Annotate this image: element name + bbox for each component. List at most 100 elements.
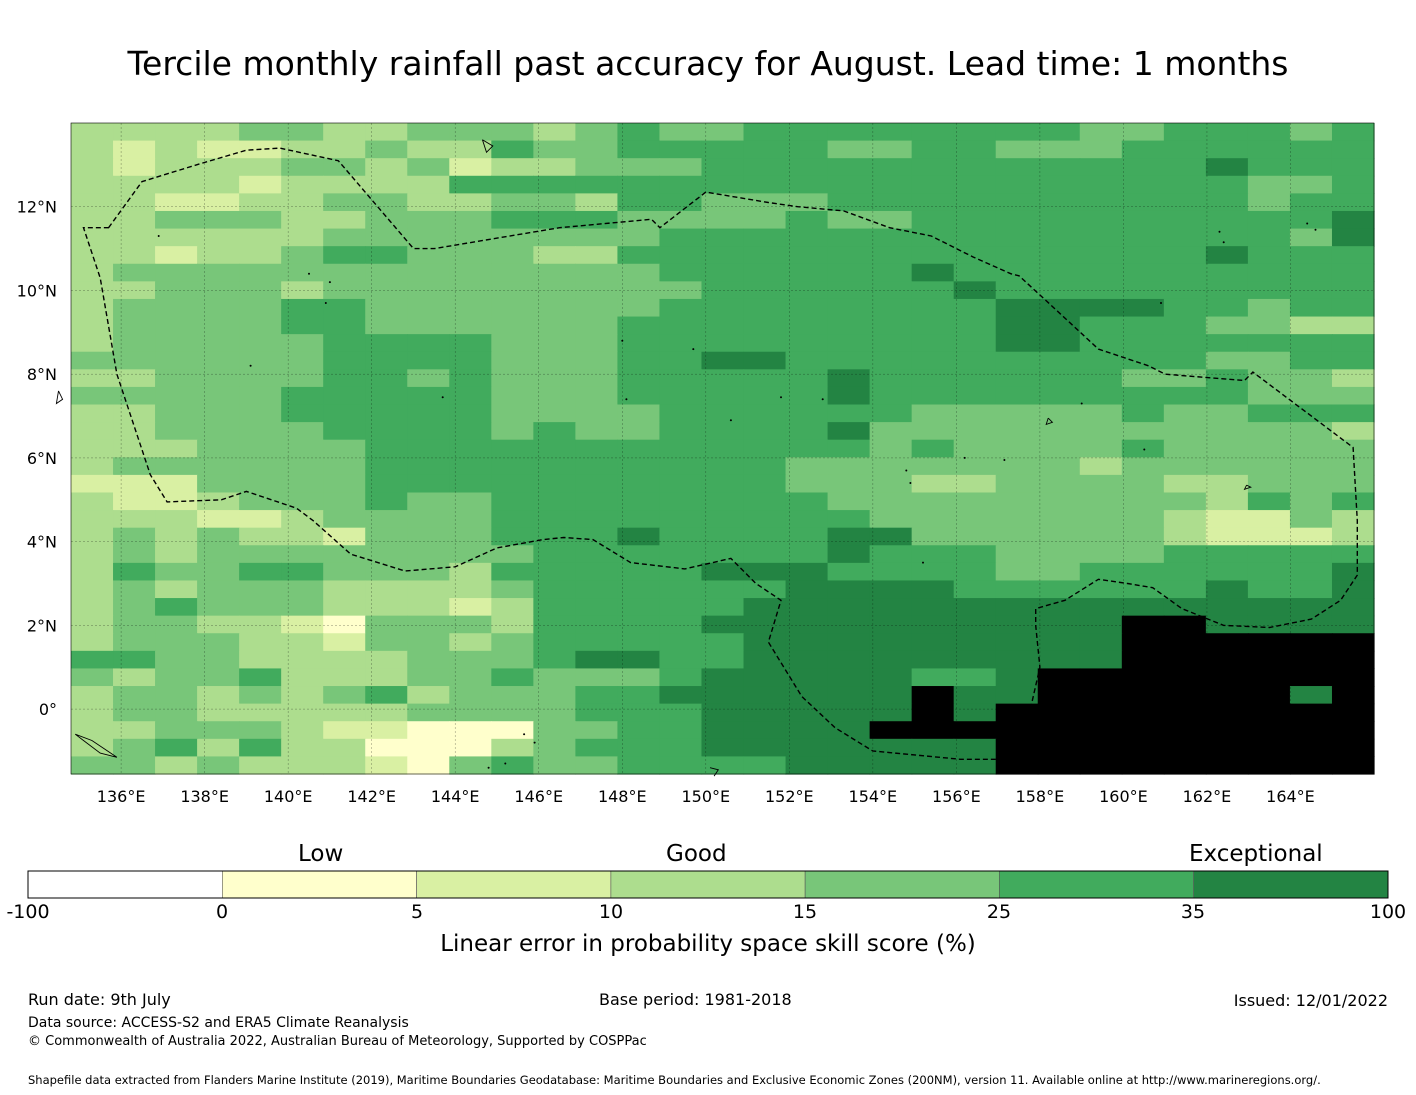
heatmap-cell xyxy=(449,633,492,652)
heatmap-cell xyxy=(407,650,450,670)
heatmap-cell xyxy=(1121,193,1165,212)
heatmap-cell xyxy=(1163,721,1207,740)
heatmap-cell xyxy=(869,510,913,529)
heatmap-cell xyxy=(407,246,450,265)
heatmap-cell xyxy=(491,351,534,370)
colorbar-segment xyxy=(1193,870,1389,899)
heatmap-cell xyxy=(491,738,534,757)
heatmap-cell xyxy=(1121,615,1165,634)
heatmap-cell xyxy=(407,580,450,599)
heatmap-cell xyxy=(1247,598,1291,617)
heatmap-cell xyxy=(1331,351,1375,370)
heatmap-cell xyxy=(449,527,492,546)
heatmap-cell xyxy=(491,615,534,634)
heatmap-cell xyxy=(491,492,534,511)
heatmap-cell xyxy=(1331,650,1375,670)
heatmap-cell xyxy=(113,633,156,652)
heatmap-cell xyxy=(1205,316,1249,335)
heatmap-cell xyxy=(743,439,787,458)
heatmap-cell xyxy=(449,123,492,142)
heatmap-cell xyxy=(575,422,619,441)
heatmap-cell xyxy=(449,668,492,687)
heatmap-cell xyxy=(449,404,492,423)
heatmap-cell xyxy=(827,721,871,740)
heatmap-cell xyxy=(323,281,366,300)
heatmap-cell xyxy=(323,615,366,634)
heatmap-cell xyxy=(953,210,997,230)
heatmap-cell xyxy=(71,158,114,177)
colorbar-category-low: Low xyxy=(298,841,344,867)
heatmap-cell xyxy=(575,246,619,265)
heatmap-cell xyxy=(197,158,240,177)
heatmap-cell xyxy=(869,598,913,617)
heatmap-cell xyxy=(1289,246,1333,265)
heatmap-cell xyxy=(1121,298,1165,318)
heatmap-cell xyxy=(1079,738,1123,757)
colorbar-segment xyxy=(804,870,1000,899)
heatmap-cell xyxy=(71,369,114,388)
heatmap-cell xyxy=(533,193,576,212)
heatmap-cell xyxy=(533,281,576,300)
heatmap-cell xyxy=(1289,703,1333,722)
heatmap-cell xyxy=(869,193,913,212)
heatmap-cell xyxy=(71,756,114,775)
heatmap-cell xyxy=(197,721,240,740)
heatmap-cell xyxy=(323,404,366,423)
heatmap-cell xyxy=(1037,369,1081,388)
heatmap-cell xyxy=(533,334,576,353)
heatmap-cell xyxy=(1121,228,1165,247)
heatmap-cell xyxy=(113,369,156,388)
heatmap-cell xyxy=(743,123,787,142)
heatmap-cell xyxy=(1079,756,1123,775)
heatmap-cell xyxy=(71,422,114,441)
heatmap-cell xyxy=(701,598,745,617)
heatmap-cell xyxy=(449,703,492,722)
heatmap-cell xyxy=(1331,123,1375,142)
heatmap-cell xyxy=(323,140,366,159)
heatmap-cell xyxy=(1079,175,1123,194)
heatmap-cell xyxy=(911,158,955,177)
heatmap-cell xyxy=(1205,633,1249,652)
heatmap-cell xyxy=(785,457,829,476)
heatmap-cell xyxy=(995,545,1039,564)
heatmap-cell xyxy=(785,562,829,582)
heatmap-cell xyxy=(575,140,619,159)
heatmap-cell xyxy=(1121,351,1165,370)
heatmap-cell xyxy=(533,316,576,335)
heatmap-cell xyxy=(449,721,492,740)
heatmap-cell xyxy=(449,457,492,476)
heatmap-cell xyxy=(743,316,787,335)
heatmap-cell xyxy=(323,334,366,353)
heatmap-cell xyxy=(197,703,240,722)
island-dot xyxy=(1003,459,1006,461)
heatmap-cell xyxy=(1289,298,1333,318)
heatmap-cell xyxy=(239,580,282,599)
heatmap-cell xyxy=(155,298,198,318)
heatmap-cell xyxy=(1121,140,1165,159)
heatmap-cell xyxy=(155,474,198,494)
heatmap-cell xyxy=(1079,686,1123,705)
heatmap-cell xyxy=(155,457,198,476)
heatmap-cell xyxy=(365,457,408,476)
heatmap-cell xyxy=(491,703,534,722)
heatmap-cell xyxy=(323,703,366,722)
heatmap-cell xyxy=(365,439,408,458)
heatmap-cell xyxy=(785,369,829,388)
heatmap-cell xyxy=(617,510,661,529)
heatmap-cell xyxy=(953,545,997,564)
heatmap-cell xyxy=(407,386,450,406)
heatmap-cell xyxy=(743,545,787,564)
heatmap-cell xyxy=(1079,386,1123,406)
heatmap-cell xyxy=(575,510,619,529)
longitude-tick-label: 140°E xyxy=(264,787,313,806)
heatmap-cell xyxy=(1247,756,1291,775)
heatmap-cell xyxy=(827,404,871,423)
heatmap-cell xyxy=(113,474,156,494)
heatmap-cell xyxy=(239,439,282,458)
heatmap-cell xyxy=(911,615,955,634)
heatmap-cell xyxy=(449,686,492,705)
heatmap-cell xyxy=(1079,439,1123,458)
heatmap-cell xyxy=(1247,492,1291,511)
heatmap-cell xyxy=(911,598,955,617)
heatmap-cell xyxy=(575,650,619,670)
